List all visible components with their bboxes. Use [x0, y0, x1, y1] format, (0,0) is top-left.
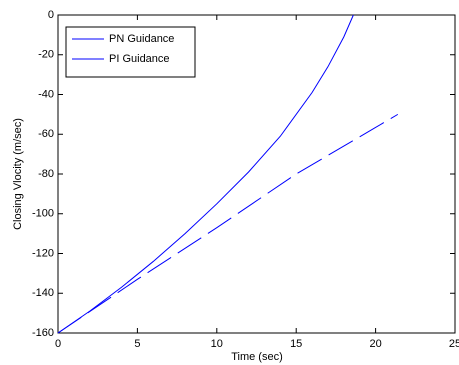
data-line: [57, 113, 399, 334]
y-tick-label: -20: [38, 49, 54, 61]
y-tick-label: -100: [32, 208, 54, 220]
x-tick-label: 10: [211, 338, 223, 350]
x-tick-label: 0: [55, 338, 61, 350]
y-tick-label: -80: [38, 168, 54, 180]
y-tick-label: -60: [38, 128, 54, 140]
y-tick-label: -140: [32, 287, 54, 299]
x-tick-label: 20: [369, 338, 381, 350]
y-tick-label: 0: [48, 9, 54, 21]
y-tick-label: -120: [32, 247, 54, 259]
y-axis-label: Closing Vlocity (m/sec): [12, 118, 24, 230]
x-tick-label: 25: [449, 338, 459, 350]
y-tick-label: -40: [38, 88, 54, 100]
legend-label: PI Guidance: [109, 53, 170, 65]
x-axis-label: Time (sec): [231, 351, 283, 363]
legend-box: [65, 26, 196, 78]
legend-label: PN Guidance: [109, 33, 174, 45]
x-tick-label: 15: [290, 338, 302, 350]
data-line: [57, 14, 354, 334]
x-tick-label: 5: [134, 338, 140, 350]
y-tick-label: -160: [32, 327, 54, 339]
